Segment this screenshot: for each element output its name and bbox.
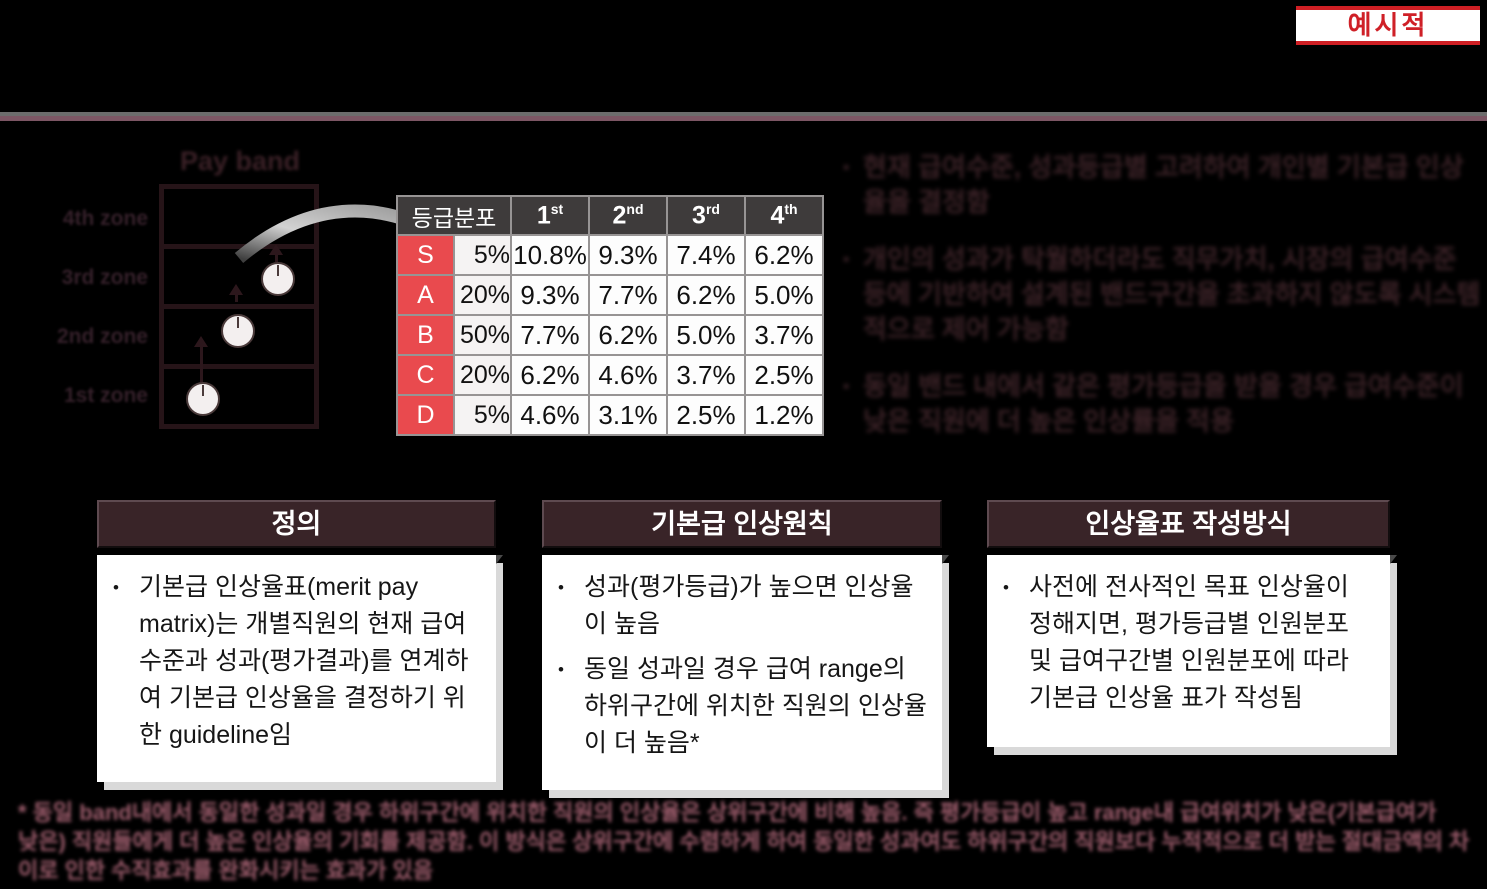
position-dot-mid bbox=[221, 314, 255, 348]
up-arrow-icon bbox=[269, 244, 283, 255]
box-bullet-text: 동일 성과일 경우 급여 range의 하위구간에 위치한 직원의 인상율이 더… bbox=[584, 655, 927, 757]
list-item: ▪ 현재 급여수준, 성과등급별 고려하여 개인별 기본급 인상율을 결정함 bbox=[843, 150, 1485, 220]
keypoint-text: 개인의 성과가 탁월하더라도 직무가치, 시장의 급여수준 등에 기반하여 설계… bbox=[863, 244, 1481, 344]
merit-pay-table: 등급분포 1st 2nd 3rd 4th S 5% 10.8% 9.3% 7.4% 6.2% A 2… bbox=[396, 195, 824, 436]
keypoint-text: 동일 밴드 내에서 같은 평가등급을 받을 경우 급여수준이 낮은 직원에 더 … bbox=[863, 371, 1464, 436]
title-divider-plum bbox=[0, 116, 1487, 121]
rate-cell: 7.7% bbox=[510, 314, 590, 356]
column-header: 1st bbox=[510, 195, 590, 236]
zone-label-4th: 4th zone bbox=[62, 207, 148, 230]
rate-cell: 5.0% bbox=[666, 314, 746, 356]
column-header: 4th bbox=[744, 195, 824, 236]
bullet-icon: • bbox=[113, 578, 119, 597]
grade-distribution-header: 등급분포 bbox=[396, 195, 512, 236]
up-arrow-stem bbox=[200, 346, 203, 382]
position-dot-high bbox=[261, 262, 295, 296]
rate-cell: 1.2% bbox=[744, 394, 824, 436]
box-title: 기본급 인상원칙 bbox=[542, 500, 942, 548]
distribution-cell: 20% bbox=[453, 274, 512, 316]
rate-cell: 6.2% bbox=[510, 354, 590, 396]
table-row: B 50% 7.7% 6.2% 5.0% 3.7% bbox=[396, 314, 824, 356]
list-item: • 동일 성과일 경우 급여 range의 하위구간에 위치한 직원의 인상율이… bbox=[554, 651, 930, 762]
footnote-line: 이로 인한 수직효과를 완화시키는 효과가 있음 bbox=[18, 858, 434, 883]
bullet-icon: • bbox=[558, 578, 564, 597]
payband-title: Pay band bbox=[179, 146, 301, 176]
rate-cell: 6.2% bbox=[588, 314, 668, 356]
table-row: S 5% 10.8% 9.3% 7.4% 6.2% bbox=[396, 234, 824, 276]
table-method-box: 인상율표 작성방식 • 사전에 전사적인 목표 인상율이 정해지면, 평가등급별… bbox=[987, 500, 1397, 747]
rate-cell: 10.8% bbox=[510, 234, 590, 276]
zone-label-2nd: 2nd zone bbox=[56, 325, 148, 348]
rate-cell: 9.3% bbox=[510, 274, 590, 316]
table-row: D 5% 4.6% 3.1% 2.5% 1.2% bbox=[396, 394, 824, 436]
bullet-icon: • bbox=[1003, 578, 1009, 597]
rate-cell: 9.3% bbox=[588, 234, 668, 276]
rate-cell: 2.5% bbox=[666, 394, 746, 436]
rate-cell: 7.4% bbox=[666, 234, 746, 276]
rate-cell: 3.7% bbox=[666, 354, 746, 396]
grade-cell: A bbox=[396, 274, 455, 316]
list-item: • 사전에 전사적인 목표 인상율이 정해지면, 평가등급별 인원분포 및 급여… bbox=[999, 569, 1378, 717]
rate-cell: 6.2% bbox=[744, 234, 824, 276]
keypoint-text: 현재 급여수준, 성과등급별 고려하여 개인별 기본급 인상율을 결정함 bbox=[863, 152, 1464, 217]
bullet-icon: ▪ bbox=[843, 249, 850, 269]
bullet-icon: • bbox=[558, 660, 564, 679]
up-arrow-stem bbox=[275, 254, 278, 262]
definition-box: 정의 • 기본급 인상율표(merit pay matrix)는 개별직원의 현… bbox=[97, 500, 503, 782]
title-divider-gray bbox=[0, 112, 1487, 116]
box-bullet-text: 기본급 인상율표(merit pay matrix)는 개별직원의 현재 급여수… bbox=[139, 573, 469, 749]
keypoints-list: ▪ 현재 급여수준, 성과등급별 고려하여 개인별 기본급 인상율을 결정함 ▪… bbox=[843, 150, 1485, 461]
rate-cell: 3.1% bbox=[588, 394, 668, 436]
list-item: • 성과(평가등급)가 높으면 인상율이 높음 bbox=[554, 569, 930, 643]
rate-cell: 3.7% bbox=[744, 314, 824, 356]
zone-label-1st: 1st zone bbox=[63, 384, 148, 407]
payband-zone-4 bbox=[164, 189, 314, 249]
bullet-icon: ▪ bbox=[843, 157, 850, 177]
table-row: C 20% 6.2% 4.6% 3.7% 2.5% bbox=[396, 354, 824, 396]
bullet-icon: ▪ bbox=[843, 376, 850, 396]
illustrative-stamp: 예시적 bbox=[1296, 6, 1480, 45]
merit-table-header-row: 등급분포 1st 2nd 3rd 4th bbox=[396, 195, 824, 236]
up-arrow-icon bbox=[194, 336, 208, 347]
rate-cell: 4.6% bbox=[588, 354, 668, 396]
distribution-cell: 20% bbox=[453, 354, 512, 396]
box-title: 정의 bbox=[97, 500, 496, 548]
grade-cell: B bbox=[396, 314, 455, 356]
distribution-cell: 5% bbox=[453, 234, 512, 276]
footnote-line: * 동일 band내에서 동일한 성과일 경우 하위구간에 위치한 직원의 인상… bbox=[18, 800, 1437, 825]
grade-cell: C bbox=[396, 354, 455, 396]
box-title: 인상율표 작성방식 bbox=[987, 500, 1390, 548]
rate-cell: 2.5% bbox=[744, 354, 824, 396]
grade-cell: S bbox=[396, 234, 455, 276]
position-dot-low bbox=[186, 382, 220, 416]
distribution-cell: 50% bbox=[453, 314, 512, 356]
box-bullet-text: 사전에 전사적인 목표 인상율이 정해지면, 평가등급별 인원분포 및 급여구간… bbox=[1029, 573, 1349, 712]
rate-cell: 7.7% bbox=[588, 274, 668, 316]
raise-principle-box: 기본급 인상원칙 • 성과(평가등급)가 높으면 인상율이 높음 • 동일 성과… bbox=[542, 500, 949, 790]
box-bullet-text: 성과(평가등급)가 높으면 인상율이 높음 bbox=[584, 573, 914, 638]
list-item: ▪ 개인의 성과가 탁월하더라도 직무가치, 시장의 급여수준 등에 기반하여 … bbox=[843, 242, 1485, 347]
distribution-cell: 5% bbox=[453, 394, 512, 436]
column-header: 3rd bbox=[666, 195, 746, 236]
rate-cell: 5.0% bbox=[744, 274, 824, 316]
grade-cell: D bbox=[396, 394, 455, 436]
table-row: A 20% 9.3% 7.7% 6.2% 5.0% bbox=[396, 274, 824, 316]
rate-cell: 6.2% bbox=[666, 274, 746, 316]
up-arrow-stem bbox=[235, 294, 238, 302]
list-item: ▪ 동일 밴드 내에서 같은 평가등급을 받을 경우 급여수준이 낮은 직원에 … bbox=[843, 369, 1485, 439]
column-header: 2nd bbox=[588, 195, 668, 236]
footnote-line: 낮은) 직원들에게 더 높은 인상율의 기회를 제공함. 이 방식은 상위구간에… bbox=[18, 829, 1470, 854]
merit-table-body: S 5% 10.8% 9.3% 7.4% 6.2% A 20% 9.3% 7.7% 6.2% 5.0%… bbox=[396, 234, 824, 436]
zone-label-3rd: 3rd zone bbox=[61, 266, 148, 289]
rate-cell: 4.6% bbox=[510, 394, 590, 436]
payband-zone-2 bbox=[164, 309, 314, 369]
up-arrow-icon bbox=[229, 284, 243, 295]
list-item: • 기본급 인상율표(merit pay matrix)는 개별직원의 현재 급… bbox=[109, 569, 484, 754]
payband-box bbox=[159, 184, 319, 429]
payband-zone-3 bbox=[164, 249, 314, 309]
footnote: * 동일 band내에서 동일한 성과일 경우 하위구간에 위치한 직원의 인상… bbox=[18, 798, 1476, 885]
